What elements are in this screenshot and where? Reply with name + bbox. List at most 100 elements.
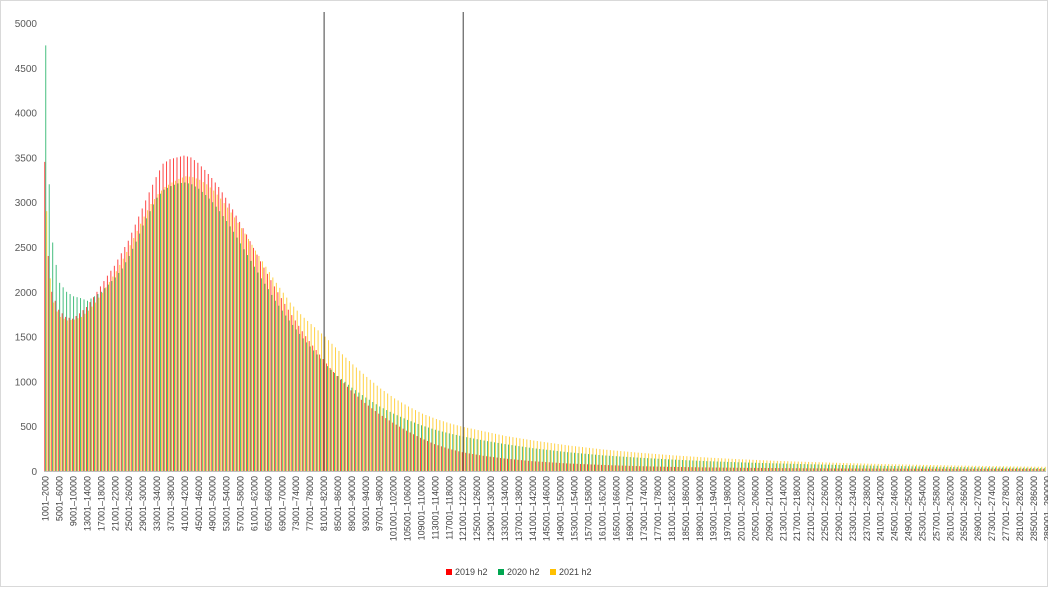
bar — [379, 406, 381, 471]
bar — [184, 182, 186, 472]
bar — [559, 462, 561, 471]
bar — [658, 454, 660, 471]
bar — [490, 441, 492, 471]
bar — [402, 428, 404, 471]
bar — [1030, 466, 1032, 471]
bar — [277, 292, 279, 471]
bar — [374, 410, 376, 471]
bar — [418, 411, 420, 471]
bar — [685, 460, 687, 471]
bar — [407, 419, 409, 471]
bar — [728, 458, 730, 471]
bar — [309, 346, 311, 471]
bar — [472, 453, 474, 471]
bar — [150, 203, 152, 472]
bar — [962, 468, 964, 471]
x-tick-label: 125001–126000 — [472, 476, 482, 541]
bar — [477, 430, 479, 471]
bar — [608, 455, 610, 471]
bar — [654, 458, 656, 471]
bar — [736, 467, 738, 471]
bar — [994, 468, 996, 471]
bar — [585, 447, 587, 471]
bar — [162, 163, 164, 472]
bar — [879, 468, 881, 471]
bar — [176, 157, 178, 471]
bar — [810, 464, 812, 471]
bar — [628, 465, 630, 471]
bar — [519, 438, 521, 471]
bar — [980, 468, 982, 471]
bar — [104, 288, 106, 471]
bar — [433, 444, 435, 471]
y-tick-label: 500 — [20, 422, 37, 433]
bar — [512, 437, 514, 471]
x-tick-label: 37001–38000 — [166, 476, 176, 531]
bar — [278, 305, 280, 471]
x-tick-label: 25001–26000 — [124, 476, 134, 531]
bar — [623, 451, 625, 471]
bar — [330, 369, 332, 471]
bar — [244, 233, 246, 471]
bar — [650, 458, 652, 471]
bar — [367, 405, 369, 471]
bar — [987, 468, 989, 471]
bar — [702, 460, 704, 471]
bar — [114, 277, 116, 471]
bar — [1028, 468, 1030, 471]
bar — [936, 465, 938, 471]
bar — [353, 393, 355, 471]
bar — [751, 462, 753, 471]
bar — [179, 156, 181, 471]
bar — [636, 457, 638, 471]
bar — [882, 468, 884, 471]
bar — [334, 372, 335, 471]
bar — [279, 287, 281, 471]
bar — [612, 455, 614, 471]
bar — [153, 204, 155, 471]
bar — [928, 466, 930, 471]
x-tick-label: 245001–246000 — [890, 476, 900, 541]
bar — [129, 245, 131, 471]
bar — [394, 398, 396, 471]
bar — [950, 465, 952, 471]
bar — [776, 460, 778, 471]
bar — [890, 465, 892, 471]
bar — [745, 459, 747, 471]
bar — [201, 191, 203, 471]
bar — [388, 420, 390, 471]
bar — [118, 272, 120, 471]
bar — [1013, 466, 1015, 471]
bar — [284, 303, 286, 471]
bar — [261, 261, 263, 471]
x-tick-label: 197001–198000 — [723, 476, 733, 541]
bar — [389, 411, 391, 471]
x-tick-label: 81001–82000 — [319, 476, 329, 531]
bar — [192, 177, 194, 472]
bar — [796, 463, 798, 471]
bar — [953, 467, 955, 471]
bar — [932, 466, 934, 471]
bar — [122, 258, 124, 471]
bar — [807, 464, 809, 471]
bar — [453, 424, 455, 471]
bar — [546, 449, 548, 471]
bar — [449, 423, 451, 471]
bar — [845, 465, 847, 471]
bar — [128, 255, 130, 471]
bar — [894, 466, 896, 471]
bar — [313, 350, 315, 471]
bar — [321, 333, 323, 471]
bar — [1026, 467, 1028, 471]
bar — [121, 268, 123, 471]
bar — [719, 467, 721, 471]
bar — [679, 455, 681, 471]
bar — [560, 451, 562, 471]
y-tick-label: 3500 — [15, 153, 38, 164]
bar — [955, 468, 957, 471]
bar — [93, 297, 94, 471]
bar — [157, 194, 159, 471]
bar — [260, 261, 261, 471]
bar — [733, 467, 735, 471]
bar — [539, 448, 541, 471]
